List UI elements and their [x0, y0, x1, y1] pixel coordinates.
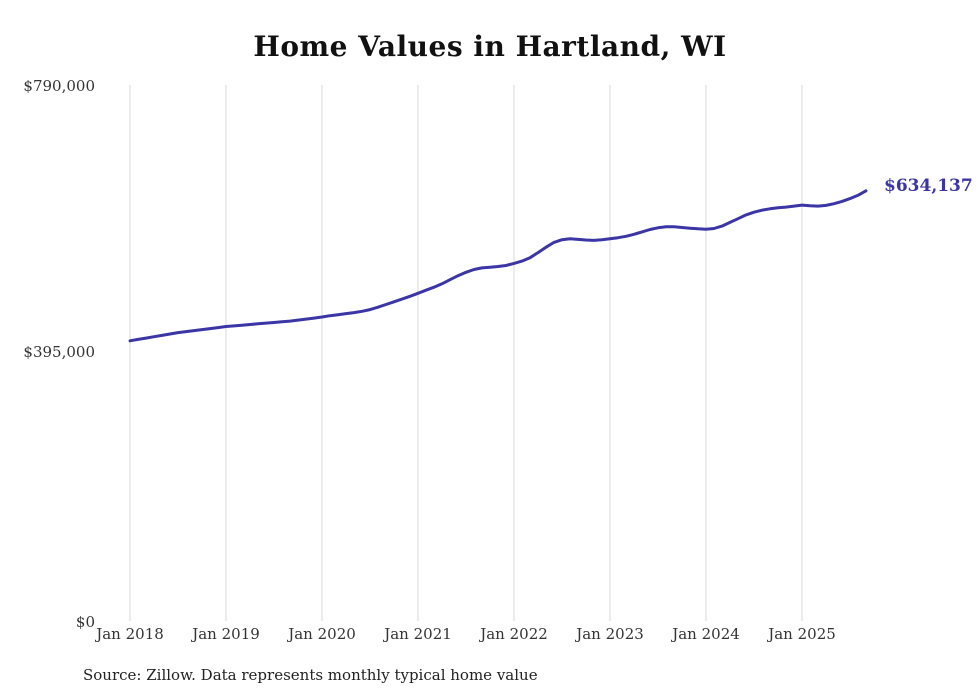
y-tick-top: $790,000	[23, 77, 95, 95]
chart-title: Home Values in Hartland, WI	[253, 30, 727, 63]
current-value-label: $634,137	[884, 176, 973, 196]
gridlines	[129, 85, 803, 621]
source-note: Source: Zillow. Data represents monthly …	[83, 666, 538, 684]
y-tick-zero: $0	[75, 613, 95, 631]
y-tick-middle: $395,000	[23, 343, 95, 361]
value-line	[128, 189, 868, 343]
